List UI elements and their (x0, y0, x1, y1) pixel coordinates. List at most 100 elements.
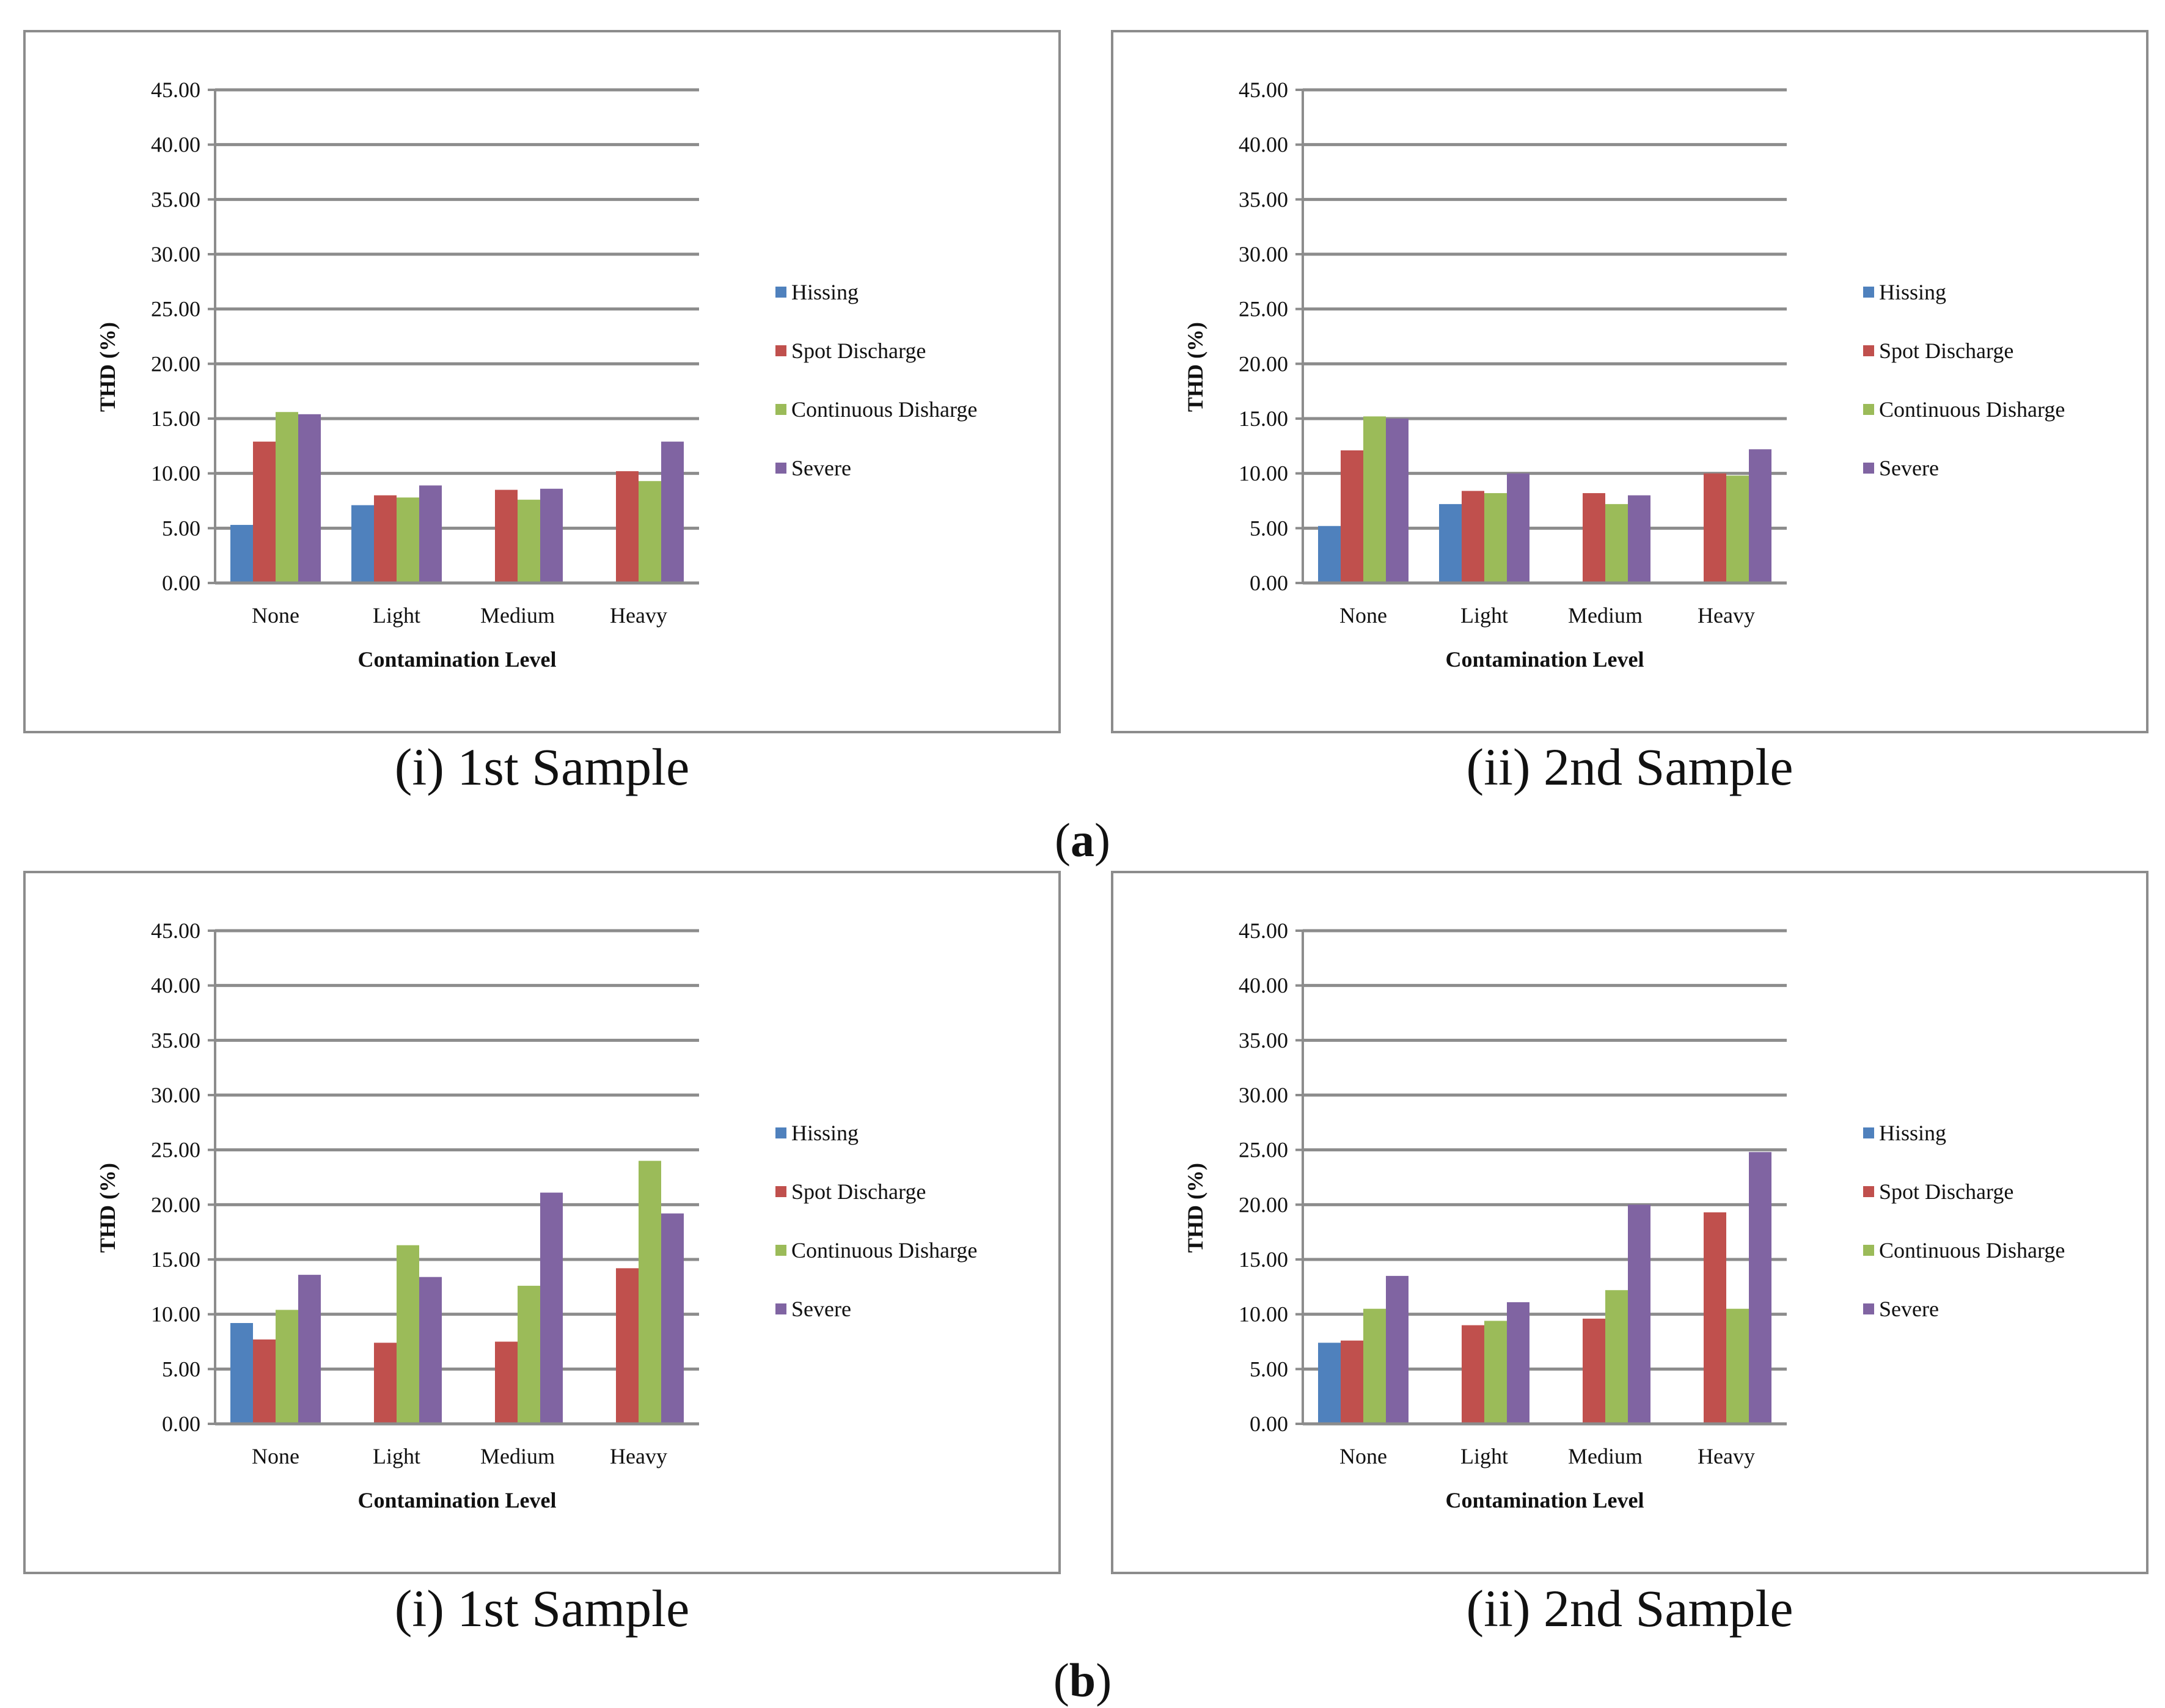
y-tick-label: 10.00 (1239, 1302, 1288, 1327)
bar-severe-heavy (661, 1213, 684, 1424)
legend-label-continuous-disharge: Continuous Disharge (1879, 1238, 2065, 1263)
chart-caption-b-2: (ii) 2nd Sample (1466, 1579, 1793, 1638)
x-tick-label: Light (373, 1444, 420, 1468)
y-axis-title: THD (%) (1183, 322, 1207, 412)
y-tick-label: 40.00 (151, 973, 200, 998)
bar-continuous-disharge-light (397, 497, 419, 583)
y-axis-title: THD (%) (95, 322, 120, 412)
bar-severe-light (1507, 1302, 1529, 1424)
y-axis-title: THD (%) (1183, 1163, 1207, 1253)
legend-swatch-severe (1863, 1303, 1874, 1314)
bar-hissing-none (1318, 526, 1341, 583)
y-tick-label: 5.00 (1250, 516, 1288, 540)
legend-label-hissing: Hissing (791, 280, 859, 304)
y-tick-label: 30.00 (1239, 1083, 1288, 1107)
y-tick-label: 25.00 (1239, 297, 1288, 321)
bar-severe-none (298, 414, 321, 583)
chart-svg-b-2: 0.00 5.00 10.00 15.00 20.00 25.00 30.00 35.00 40… (1183, 918, 2065, 1512)
bar-severe-light (419, 485, 442, 583)
y-tick-label: 30.00 (151, 242, 200, 266)
bar-spot-discharge-heavy (1704, 473, 1726, 583)
bar-spot-discharge-heavy (616, 471, 639, 583)
legend-label-spot-discharge: Spot Discharge (1879, 339, 2013, 363)
y-tick-label: 35.00 (1239, 1028, 1288, 1052)
chart-panel-b-2: 0.00 5.00 10.00 15.00 20.00 25.00 30.00 35.00 40… (1111, 871, 2149, 1574)
y-tick-label: 45.00 (151, 918, 200, 943)
bar-spot-discharge-light (374, 1343, 397, 1424)
y-tick-label: 20.00 (1239, 351, 1288, 376)
x-tick-label: Medium (480, 603, 555, 628)
bar-spot-discharge-none (253, 1339, 276, 1424)
legend-label-continuous-disharge: Continuous Disharge (791, 1238, 977, 1263)
chart-svg-a-1: 0.00 5.00 10.00 15.00 20.00 25.00 30.00 35.00 40… (95, 78, 977, 672)
x-tick-label: Medium (1568, 1444, 1643, 1468)
bar-continuous-disharge-light (1484, 493, 1507, 583)
bar-continuous-disharge-none (276, 1310, 298, 1424)
y-tick-label: 20.00 (1239, 1192, 1288, 1217)
part-a-open: ( (1055, 813, 1071, 867)
y-tick-label: 40.00 (1239, 133, 1288, 157)
chart-panel-a-1: 0.00 5.00 10.00 15.00 20.00 25.00 30.00 35.00 40… (23, 30, 1061, 733)
legend-swatch-severe (775, 463, 786, 474)
chart-svg-b-1: 0.00 5.00 10.00 15.00 20.00 25.00 30.00 35.00 40… (95, 918, 977, 1512)
y-tick-label: 15.00 (151, 1247, 200, 1272)
y-tick-label: 25.00 (1239, 1138, 1288, 1162)
part-a-close: ) (1094, 813, 1110, 867)
x-tick-label: None (1339, 603, 1387, 628)
y-tick-label: 5.00 (162, 1357, 200, 1381)
x-tick-label: Heavy (610, 603, 667, 628)
legend-label-severe: Severe (1879, 1297, 1939, 1321)
bar-continuous-disharge-none (1363, 416, 1386, 583)
legend-label-hissing: Hissing (791, 1121, 859, 1145)
legend-label-spot-discharge: Spot Discharge (791, 339, 926, 363)
x-axis-title: Contamination Level (357, 1488, 556, 1512)
x-tick-label: None (252, 1444, 299, 1468)
bar-continuous-disharge-none (1363, 1308, 1386, 1424)
legend-swatch-continuous-disharge (775, 404, 786, 415)
bar-continuous-disharge-medium (1605, 504, 1628, 583)
legend-swatch-hissing (1863, 1127, 1874, 1138)
bar-spot-discharge-medium (495, 489, 518, 583)
bar-continuous-disharge-medium (518, 499, 540, 583)
legend-label-severe: Severe (791, 1297, 851, 1321)
bar-hissing-light (351, 505, 374, 583)
bar-spot-discharge-light (1462, 1325, 1484, 1424)
y-tick-label: 10.00 (151, 1302, 200, 1327)
legend-swatch-continuous-disharge (1863, 1245, 1874, 1256)
x-tick-label: Medium (1568, 603, 1643, 628)
x-tick-label: Light (1460, 603, 1508, 628)
chart-caption-b-1: (i) 1st Sample (394, 1579, 690, 1638)
x-axis-title: Contamination Level (357, 647, 556, 672)
x-tick-label: Heavy (1698, 1444, 1755, 1468)
bar-hissing-light (1439, 504, 1462, 583)
legend-swatch-continuous-disharge (775, 1245, 786, 1256)
y-tick-label: 25.00 (151, 1138, 200, 1162)
x-tick-label: Heavy (1698, 603, 1755, 628)
y-tick-label: 10.00 (1239, 461, 1288, 486)
bar-severe-none (1386, 1275, 1409, 1424)
chart-svg-a-2: 0.00 5.00 10.00 15.00 20.00 25.00 30.00 35.00 40… (1183, 78, 2065, 672)
y-tick-label: 20.00 (151, 351, 200, 376)
y-tick-label: 30.00 (1239, 242, 1288, 266)
bar-spot-discharge-none (1341, 1340, 1363, 1424)
bar-spot-discharge-none (253, 441, 276, 583)
legend-label-continuous-disharge: Continuous Disharge (791, 397, 977, 422)
legend-label-continuous-disharge: Continuous Disharge (1879, 397, 2065, 422)
y-tick-label: 20.00 (151, 1192, 200, 1217)
bar-continuous-disharge-heavy (1726, 1308, 1749, 1424)
bar-continuous-disharge-heavy (639, 1160, 661, 1424)
bar-severe-medium (540, 1192, 563, 1424)
x-tick-label: Heavy (610, 1444, 667, 1468)
bar-severe-heavy (1749, 1152, 1771, 1424)
bar-continuous-disharge-medium (518, 1286, 540, 1424)
y-tick-label: 15.00 (151, 406, 200, 431)
bar-spot-discharge-light (374, 495, 397, 583)
figure-part-label-b: (b) (0, 1653, 2165, 1708)
part-b-close: ) (1096, 1654, 1112, 1707)
bar-severe-medium (1628, 495, 1650, 583)
legend-label-severe: Severe (1879, 456, 1939, 480)
figure-part-label-a: (a) (0, 813, 2165, 868)
bar-severe-medium (1628, 1204, 1650, 1424)
chart-panel-a-2: 0.00 5.00 10.00 15.00 20.00 25.00 30.00 35.00 40… (1111, 30, 2149, 733)
bar-spot-discharge-medium (1583, 1318, 1605, 1424)
